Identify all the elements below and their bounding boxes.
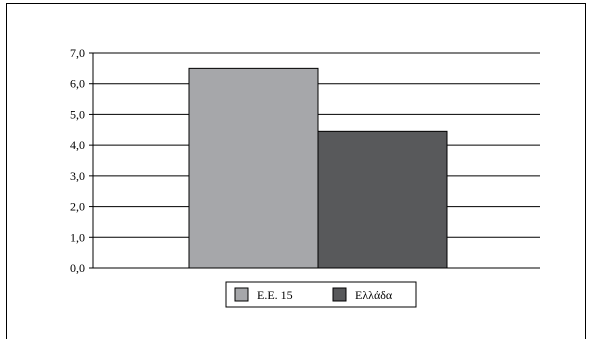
bar-ellada [317,130,448,269]
y-tick-label: 2,0 [70,200,85,214]
y-tick-label: 1,0 [70,230,85,244]
y-tick-label: 0,0 [70,261,85,275]
bar-ee15 [188,67,319,269]
y-tick-label: 7,0 [70,46,85,60]
y-axis: 0,0 1,0 2,0 3,0 4,0 5,0 6,0 7,0 [70,46,540,275]
y-tick-label: 6,0 [70,77,85,91]
legend: Ε.Ε. 15 Ελλάδα [225,281,417,308]
chart-frame [6,3,586,339]
y-tick-label: 5,0 [70,107,85,121]
y-tick-label: 4,0 [70,138,85,152]
legend-swatch [234,287,249,302]
legend-label: Ε.Ε. 15 [257,288,293,302]
y-tick-label: 3,0 [70,169,85,183]
legend-swatch [332,287,347,302]
bars [188,67,448,269]
legend-label: Ελλάδα [355,288,393,302]
legend-box [225,281,417,308]
